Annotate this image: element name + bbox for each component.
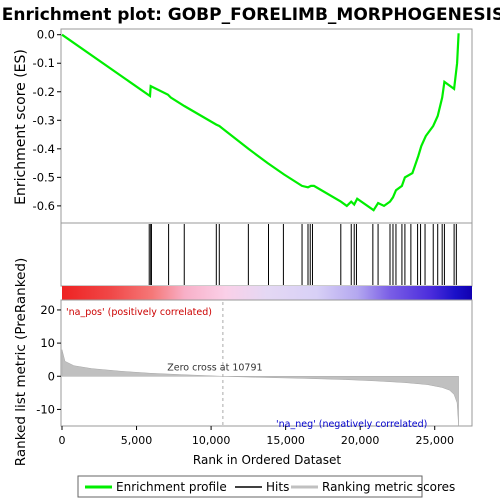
enrichment-profile-line [61, 33, 460, 212]
metric-panel: Zero cross at 10791 'na_pos' (positively… [13, 258, 473, 467]
es-ytick-label: -0.2 [33, 85, 55, 99]
legend-profile-label: Enrichment profile [116, 480, 227, 494]
hits-panel-frame [60, 222, 473, 287]
metric-ytick-label: 10 [40, 336, 55, 350]
es-ytick-label: -0.3 [33, 113, 55, 127]
es-panel: 0.0 -0.1 -0.2 -0.3 -0.4 -0.5 -0.6 Enrichment s… [13, 28, 473, 224]
rank-xtick-label: 25,000 [415, 434, 454, 447]
metric-ytick-label: -10 [36, 402, 55, 416]
ranking-color-band [62, 286, 472, 300]
metric-axis-label: Ranked list metric (PreRanked) [13, 258, 29, 466]
rank-axis-label: Rank in Ordered Dataset [193, 453, 341, 467]
es-axis-label: Enrichment score (ES) [13, 49, 29, 205]
rank-xtick-label: 5,000 [121, 434, 153, 447]
legend-metric-label: Ranking metric scores [322, 480, 455, 494]
es-ytick-label: -0.4 [33, 142, 55, 156]
es-panel-frame [60, 28, 473, 224]
rank-xtick-label: 0 [59, 434, 66, 447]
es-ytick-label: -0.5 [33, 170, 55, 184]
es-ytick-label: 0.0 [37, 28, 55, 42]
negative-correlation-label: 'na_neg' (negatively correlated) [276, 419, 427, 430]
rank-xtick-label: 15,000 [266, 434, 305, 447]
metric-ytick-label: 0 [48, 369, 55, 383]
metric-ytick-label: 20 [40, 303, 55, 317]
hits-panel [60, 222, 473, 300]
es-ytick-label: -0.1 [33, 56, 55, 70]
zero-cross-label: Zero cross at 10791 [167, 362, 262, 373]
rank-xtick-label: 20,000 [341, 434, 380, 447]
legend: Enrichment profile Hits Ranking metric s… [77, 475, 455, 498]
es-ytick-label: -0.6 [33, 199, 55, 213]
legend-hits-label: Hits [266, 480, 289, 494]
positive-correlation-label: 'na_pos' (positively correlated) [66, 307, 212, 318]
rank-xtick-label: 10,000 [192, 434, 231, 447]
metric-panel-frame [60, 299, 473, 427]
ranking-metric-area [61, 349, 459, 427]
chart-title: Enrichment plot: GOBP_FORELIMB_MORPHOGEN… [2, 5, 500, 25]
